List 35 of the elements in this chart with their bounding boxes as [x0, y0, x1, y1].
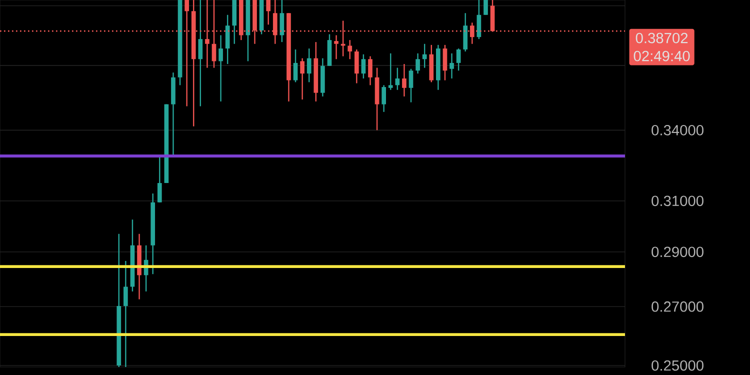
candlestick [408, 68, 414, 103]
candlestick [368, 56, 372, 86]
y-tick-label: 0.29000 [652, 246, 704, 258]
candlestick [361, 54, 366, 80]
candlestick [300, 58, 304, 100]
candlestick [395, 67, 400, 90]
y-tick-label: 0.27000 [652, 301, 704, 312]
candlestick [402, 63, 406, 98]
candlestick [157, 156, 162, 203]
candlestick [218, 34, 223, 102]
candlestick [484, 0, 488, 16]
ref-line-label: 0.38702 [636, 32, 688, 44]
candlestick [388, 52, 393, 90]
candlestick [280, 0, 284, 43]
text: 02:49:40 [634, 50, 690, 62]
candlestick [450, 52, 454, 80]
candlestick [266, 0, 271, 26]
candlestick [476, 0, 482, 40]
candlestick [348, 39, 352, 60]
candlestick [198, 0, 203, 107]
candlestick [463, 12, 468, 52]
candlestick [456, 48, 461, 72]
candlestick [225, 14, 230, 65]
candlestick [442, 44, 448, 81]
candlestick [422, 43, 427, 68]
candlestick [354, 48, 359, 84]
candlestick [416, 52, 420, 74]
candlestick [334, 34, 338, 60]
candlestick [306, 48, 312, 83]
y-tick-label: 0.25000 [652, 360, 704, 371]
y-tick-label: 0.31000 [652, 196, 704, 206]
candlestick [293, 48, 298, 83]
y-tick-label: 0.34000 [652, 125, 704, 136]
candlestick [382, 84, 386, 113]
candlestick [124, 260, 128, 368]
